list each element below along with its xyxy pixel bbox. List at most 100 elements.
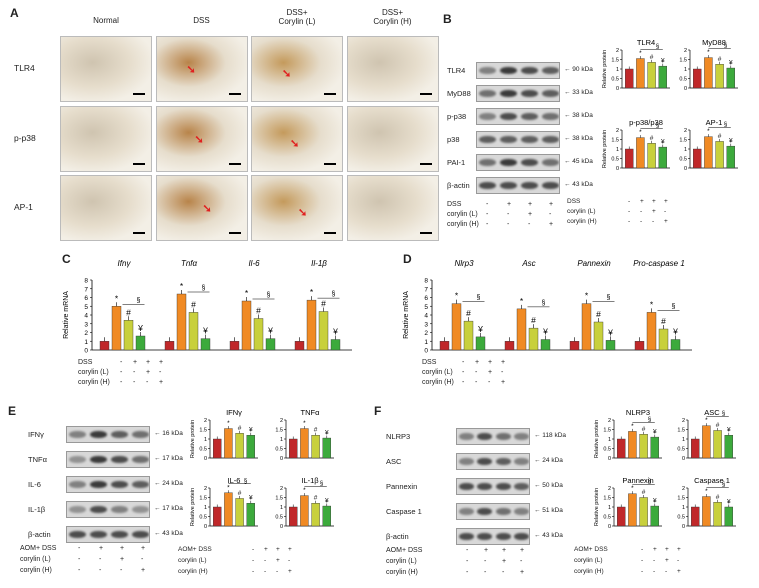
histology-image xyxy=(60,36,152,102)
bar xyxy=(123,320,134,351)
significance-mark: ¥ xyxy=(727,499,731,506)
blot-image xyxy=(456,428,530,445)
bar xyxy=(235,433,244,459)
blot-band xyxy=(500,89,517,98)
y-tick-label: 2 xyxy=(608,486,611,492)
y-tick-label: 1.5 xyxy=(677,496,685,502)
bar xyxy=(647,143,656,169)
blot-band xyxy=(458,532,474,541)
y-tick-label: 0 xyxy=(424,348,428,355)
y-tick-label: 1.5 xyxy=(679,58,687,64)
y-tick-label: 3 xyxy=(424,321,428,328)
y-tick-label: 2 xyxy=(682,418,685,424)
significance-mark: ¥ xyxy=(661,139,665,146)
blot-band xyxy=(495,432,511,441)
bar xyxy=(715,141,724,169)
bar xyxy=(311,435,320,459)
bar xyxy=(135,335,146,351)
bracket-mark: § xyxy=(267,292,271,299)
y-tick-label: 5 xyxy=(424,304,428,311)
treatment-sign: - xyxy=(665,568,668,575)
panel-label-b: B xyxy=(443,12,452,26)
bar xyxy=(658,328,669,351)
blot-label: TNFα xyxy=(28,454,47,464)
treatment-sign: + xyxy=(475,359,480,366)
y-tick-label: 3 xyxy=(84,321,88,328)
scale-bar xyxy=(324,162,336,165)
bar xyxy=(330,339,341,351)
significance-mark: ¥ xyxy=(727,427,731,434)
treatment-sign: - xyxy=(78,545,81,552)
y-tick-label: 7 xyxy=(424,286,428,293)
bar xyxy=(540,339,551,351)
y-tick-label: 0.5 xyxy=(199,447,207,453)
blot-label: MyD88 xyxy=(447,88,471,98)
significance-mark: # xyxy=(321,299,326,309)
blot-band xyxy=(521,89,538,98)
bar xyxy=(463,320,474,351)
treatment-sign: - xyxy=(507,211,510,218)
y-tick-label: 4 xyxy=(84,313,88,320)
scale-bar xyxy=(133,162,145,165)
y-tick-label: 1.5 xyxy=(677,428,685,434)
y-axis-label: Relative mRNA xyxy=(403,291,410,339)
blot-band xyxy=(514,432,529,441)
bar xyxy=(726,67,735,89)
bar xyxy=(300,428,309,459)
blot-band xyxy=(495,532,511,541)
significance-mark: * xyxy=(245,288,249,298)
treatment-label: DSS xyxy=(422,359,437,366)
blot-image xyxy=(66,426,150,443)
y-tick-label: 2 xyxy=(684,48,687,54)
blot-image xyxy=(476,85,560,102)
gene-name: Nlrp3 xyxy=(454,259,474,268)
blot-image xyxy=(476,177,560,194)
bar-chart: TLR4 Relative protein 0 0.5 1 1.5 2 * # ¥ § xyxy=(602,38,670,92)
treatment-sign: - xyxy=(475,379,478,386)
bar xyxy=(306,299,317,351)
bracket-mark: § xyxy=(648,479,651,485)
y-tick-label: 0.5 xyxy=(677,515,685,521)
blot-band xyxy=(90,455,107,464)
bar xyxy=(265,338,276,351)
significance-mark: ¥ xyxy=(332,327,338,337)
significance-mark: * xyxy=(227,420,230,427)
bar xyxy=(617,506,626,527)
scale-bar xyxy=(133,232,145,234)
treatment-sign: + xyxy=(549,221,554,228)
chart-title: TNFα xyxy=(301,408,321,417)
y-tick-label: 2 xyxy=(608,418,611,424)
significance-mark: * xyxy=(303,420,306,427)
treatment-sign: - xyxy=(486,201,489,208)
treatment-label: corylin (H) xyxy=(574,568,604,575)
bracket-mark: § xyxy=(542,300,546,307)
blot-band xyxy=(542,89,559,98)
bar xyxy=(639,497,648,527)
gene-name: Pannexin xyxy=(577,259,611,268)
y-axis-label: Relative protein xyxy=(602,130,608,168)
blot-band xyxy=(90,480,107,489)
y-tick-label: 1.5 xyxy=(199,496,207,502)
histology-image: ➘ xyxy=(251,36,343,102)
bar xyxy=(702,496,711,527)
y-tick-label: 0 xyxy=(280,524,283,530)
y-tick-label: 2 xyxy=(684,128,687,134)
y-tick-label: 0.5 xyxy=(275,515,283,521)
bar xyxy=(294,341,305,351)
significance-mark: ¥ xyxy=(325,498,329,505)
treatment-label: corylin (L) xyxy=(422,369,453,376)
bar-chart: Relative mRNA012345678Ifnγ*#¥§Tnfα*#¥§Il… xyxy=(63,259,352,355)
treatment-sign: + xyxy=(665,557,669,564)
treatment-sign: - xyxy=(99,556,102,563)
bracket-mark: § xyxy=(656,44,659,50)
treatment-sign: + xyxy=(640,198,644,205)
y-tick-label: 1 xyxy=(682,505,685,511)
y-axis-label: Relative protein xyxy=(190,420,196,458)
bar-chart: AP-1 0 0.5 1 1.5 2 * # ¥ § xyxy=(679,118,738,172)
bar xyxy=(691,438,700,459)
bar xyxy=(634,341,645,351)
arrow-icon: ➘ xyxy=(282,68,292,80)
bar-chart: Caspase 1 0 0.5 1 1.5 2 * # ¥ § xyxy=(677,476,736,530)
bar xyxy=(504,341,515,351)
molecular-weight-label: ← 43 kDa xyxy=(564,180,593,188)
